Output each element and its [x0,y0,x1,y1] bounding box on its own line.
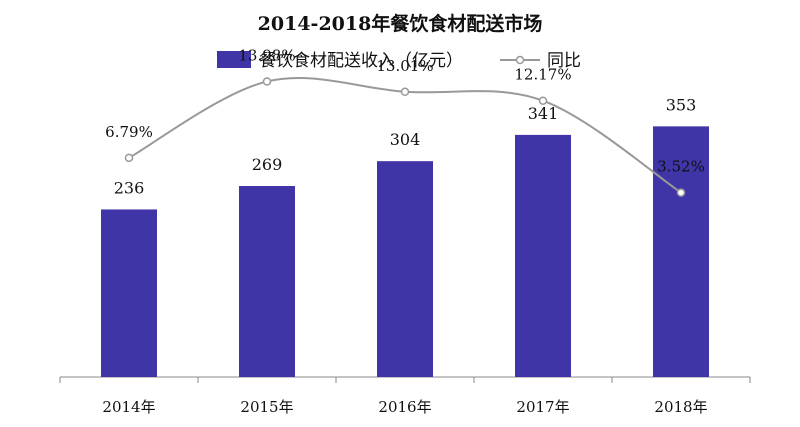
x-tick-label: 2016年 [378,398,431,416]
yoy-data-label: 13.01% [376,57,433,75]
yoy-data-label: 3.52% [657,158,705,176]
x-tick-label: 2014年 [102,398,155,416]
legend-line-marker [515,55,525,65]
x-tick-label: 2017年 [516,398,569,416]
plot-area: 236 269 304 341 353 2014年 2015年 2016年 2017年 2018年… [59,46,751,416]
bar-data-label: 236 [114,178,145,197]
bar-data-label: 353 [666,95,697,114]
bar-data-label: 304 [390,130,421,149]
bar-data-label: 269 [252,155,283,174]
bar-revenue-2014年 [101,209,157,377]
x-tick-label: 2018年 [654,398,707,416]
chart-title: 2014-2018年餐饮食材配送市场 [258,12,543,35]
yoy-data-label: 13.98% [238,46,295,64]
bar-data-label: 341 [528,104,559,123]
legend: 餐饮食材配送收入（亿元） 同比 [217,51,581,71]
yoy-point-2015年 [262,77,272,86]
bar-revenue-2016年 [377,161,433,377]
bar-revenue-2017年 [515,134,571,377]
yoy-point-2017年 [538,96,548,105]
yoy-data-label: 12.17% [514,66,571,84]
legend-bar-swatch [217,51,251,68]
bar-revenue-2015年 [239,186,295,377]
legend-bar-label: 餐饮食材配送收入（亿元） [259,51,463,71]
yoy-point-2018年 [676,188,686,197]
yoy-point-2014年 [124,153,134,163]
legend-line-label: 同比 [547,51,581,71]
yoy-point-2016年 [400,87,410,97]
yoy-data-label: 6.79% [105,123,153,141]
x-tick-label: 2015年 [240,398,293,416]
bar-revenue-2018年 [653,126,709,378]
